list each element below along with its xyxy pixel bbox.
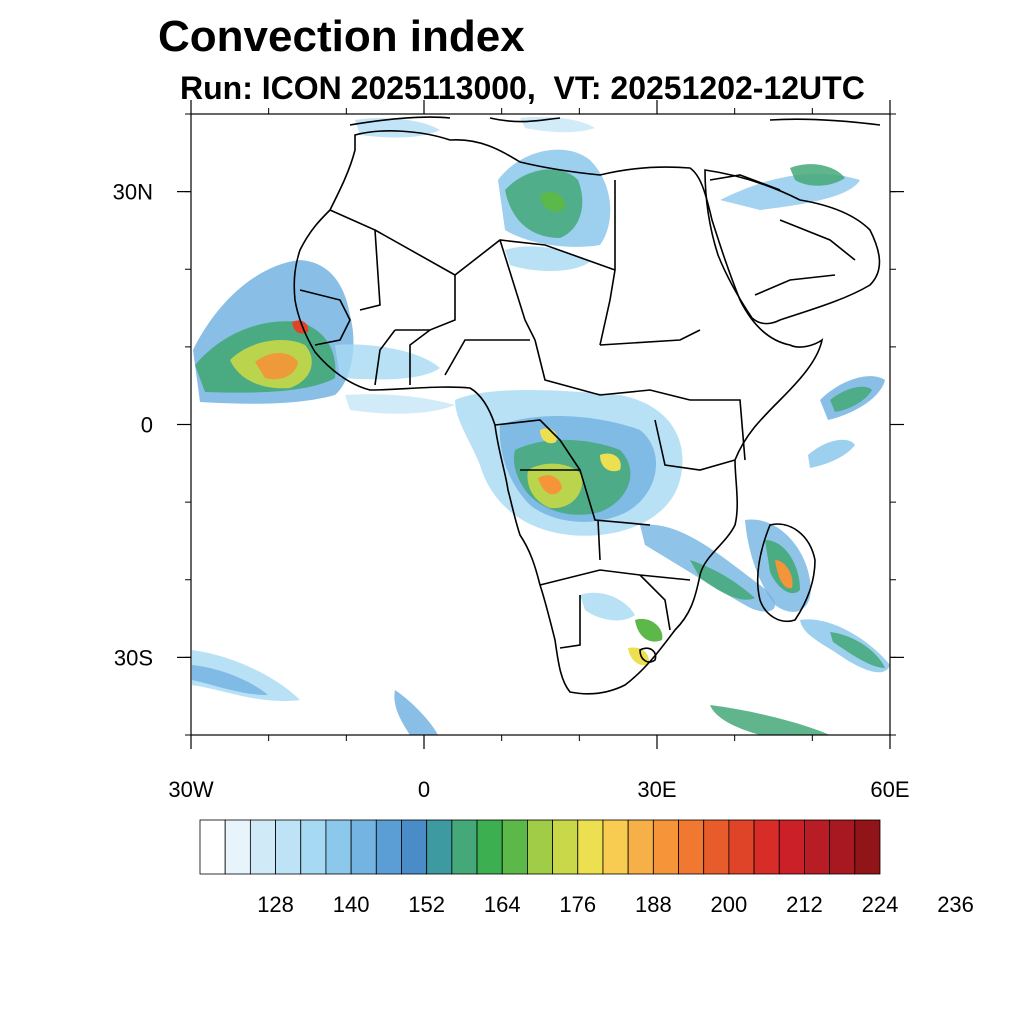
- colorbar-label: 188: [635, 892, 672, 917]
- x-tick-label: 60E: [870, 777, 909, 802]
- colorbar-swatch: [325, 819, 352, 875]
- colorbar-swatch: [401, 819, 428, 875]
- colorbar-label: 128: [257, 892, 294, 917]
- colorbar-swatch: [476, 819, 503, 875]
- colorbar-swatch: [577, 819, 604, 875]
- colorbar-swatch: [602, 819, 629, 875]
- colorbar-swatch: [501, 819, 528, 875]
- colorbar-swatch: [224, 819, 251, 875]
- colorbar-label: 200: [711, 892, 748, 917]
- convection-field-layer: [192, 116, 890, 735]
- colorbar-swatch: [804, 819, 831, 875]
- y-tick-label: 0: [141, 413, 153, 438]
- colorbar-swatch: [627, 819, 654, 875]
- y-tick-label: 30S: [114, 645, 153, 670]
- coastline-layer: [293, 116, 881, 695]
- y-tick-label: 30N: [113, 180, 153, 205]
- map-subtitle: Run: ICON 2025113000, VT: 20251202-12UTC: [180, 70, 865, 106]
- map-title: Convection index: [158, 12, 525, 61]
- colorbar-swatch: [778, 819, 805, 875]
- colorbar-label: 212: [786, 892, 823, 917]
- colorbar-swatch: [678, 819, 705, 875]
- colorbar-label: 140: [333, 892, 370, 917]
- colorbar-swatch: [854, 819, 881, 875]
- colorbar-swatch: [728, 819, 755, 875]
- colorbar-label: 224: [862, 892, 899, 917]
- colorbar-swatch: [300, 819, 327, 875]
- map-axes: 30W 0 30E 60E 30N 0 30S: [113, 100, 910, 802]
- x-tick-label: 30E: [637, 777, 676, 802]
- colorbar-swatch: [652, 819, 679, 875]
- colorbar-swatch: [527, 819, 553, 875]
- colorbar: 128 140 152 164 176 188 200 212 224 236: [199, 819, 974, 917]
- colorbar-label: 152: [408, 892, 445, 917]
- colorbar-label: 164: [484, 892, 521, 917]
- colorbar-swatch: [753, 819, 780, 875]
- colorbar-swatch: [249, 819, 276, 875]
- colorbar-swatch: [199, 819, 226, 875]
- x-tick-label: 0: [418, 777, 430, 802]
- x-tick-label: 30W: [168, 777, 213, 802]
- colorbar-swatch: [552, 819, 579, 875]
- colorbar-swatch: [451, 819, 478, 875]
- colorbar-swatch: [375, 819, 402, 875]
- colorbar-swatch: [703, 819, 730, 875]
- colorbar-swatch: [426, 819, 453, 875]
- colorbar-swatch: [350, 819, 377, 875]
- colorbar-swatch: [829, 819, 856, 875]
- colorbar-label: 176: [559, 892, 596, 917]
- colorbar-label: 236: [937, 892, 974, 917]
- colorbar-swatch: [275, 819, 302, 875]
